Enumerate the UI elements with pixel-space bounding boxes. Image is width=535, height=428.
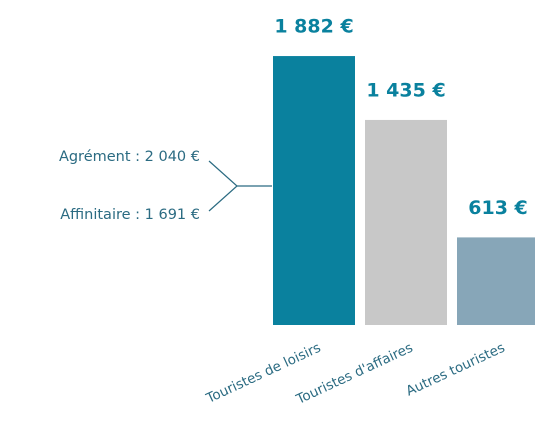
value-label: 1 882 € [274, 16, 353, 38]
category-label: Autres touristes [404, 340, 508, 400]
bracket [208, 160, 238, 212]
bar [457, 237, 535, 325]
value-label: 1 435 € [366, 79, 445, 101]
bar [273, 56, 355, 326]
annotation: Affinitaire : 1 691 € [60, 207, 200, 223]
value-label: 613 € [468, 197, 528, 219]
bar [365, 119, 447, 325]
annotation: Agrément : 2 040 € [59, 149, 200, 165]
